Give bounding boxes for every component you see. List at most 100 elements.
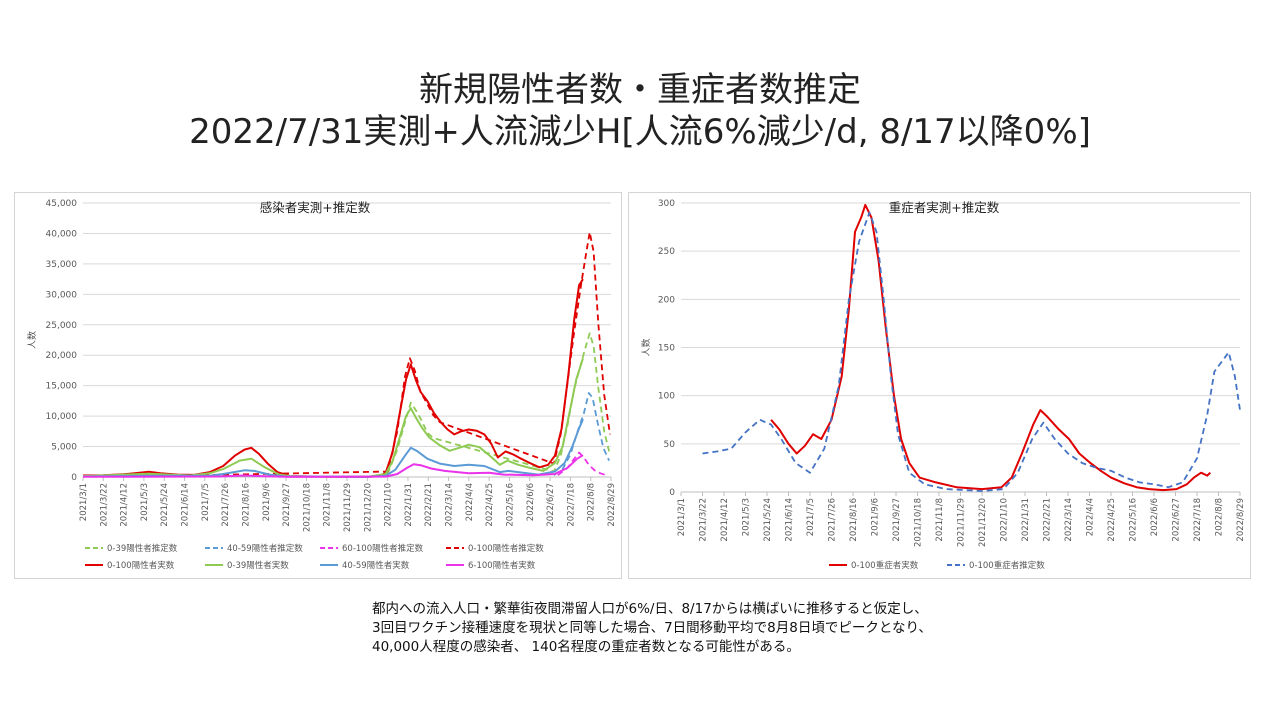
note-line: 3回目ワクチン接種速度を現状と同等した場合、7日間移動平均で8月8日頃でピークと… [372,620,932,636]
legend-label: 0-100重症者実数 [851,560,919,571]
x-tick-label: 2022/6/27 [1172,498,1182,542]
analysis-note: 都内への流入人口・繁華街夜間滞留人口が6%/日、8/17からは横ばいに推移すると… [372,600,1252,657]
x-tick-label: 2022/4/25 [485,483,495,527]
legend-label: 0-100重症者推定数 [969,560,1045,571]
x-tick-label: 2021/5/24 [763,498,773,542]
x-tick-label: 2021/8/16 [241,483,251,527]
page-subtitle: 2022/7/31実測+人流減少H[人流6%減少/d, 8/17以降0%] [189,112,1091,152]
y-tick-label: 30,000 [46,290,78,300]
x-tick-label: 2022/7/18 [566,483,576,527]
x-tick-label: 2022/1/31 [1021,498,1031,542]
series-line [770,203,1211,492]
chart-title: 重症者実測+推定数 [889,200,1000,215]
x-tick-label: 2021/11/8 [935,498,945,542]
x-tick-label: 2022/4/4 [465,483,475,521]
y-tick-label: 50 [664,440,676,450]
x-tick-label: 2022/5/16 [505,483,515,527]
y-axis-label: 人数 [26,331,38,349]
series-line [386,332,610,475]
x-tick-label: 2021/8/16 [849,498,859,542]
legend: 0-39陽性者推定数 40-59陽性者推定数 60-100陽性者推定数 0-100陽性… [85,543,544,571]
legend-label: 0-100陽性者推定数 [468,543,544,554]
series-line [82,454,584,478]
y-tick-label: 200 [658,295,675,305]
y-tick-label: 0 [669,488,675,498]
x-tick-label: 2022/1/10 [1000,498,1010,542]
x-tick-label: 2021/6/14 [785,498,795,542]
y-tick-label: 40,000 [46,229,78,239]
chart-title: 感染者実測+推定数 [260,200,371,215]
x-tick-label: 2021/11/29 [343,483,353,532]
x-tick-label: 2022/4/25 [1107,498,1117,542]
x-tick-label: 2022/8/8 [1215,498,1225,536]
legend-label: 60-100陽性者推定数 [342,543,424,554]
x-tick-label: 2021/11/8 [323,483,333,527]
y-tick-label: 35,000 [46,260,78,270]
severe-cases-chart: 0 50 100 150 200 250 300 2021/3/1 2021/3/22 2021/… [640,199,1246,571]
x-tick-label: 2022/6/27 [546,483,556,527]
x-tick-label: 2022/6/6 [1150,498,1160,536]
legend-label: 40-59陽性者実数 [342,560,410,571]
series-line [553,392,610,476]
x-tick-label: 2022/8/29 [607,483,617,527]
x-tick-label: 2021/7/26 [828,498,838,542]
gridlines [681,202,1240,493]
x-tick-label: 2021/3/22 [699,498,709,542]
x-tick-label: 2022/7/18 [1193,498,1203,542]
x-tick-label: 2021/9/6 [871,498,881,536]
x-tick-label: 2021/3/1 [79,483,89,521]
infections-chart: 0 5,000 10,000 15,000 20,000 25,000 30,000 35,0… [26,199,617,571]
x-tick-label: 2022/1/10 [384,483,394,527]
y-tick-label: 300 [658,199,675,209]
severe-cases-chart-panel: 0 50 100 150 200 250 300 2021/3/1 2021/3/22 2021/… [628,192,1251,579]
x-tick-label: 2021/7/5 [806,498,816,536]
series-line [82,278,584,478]
legend-label: 6-100陽性者実数 [468,560,536,571]
x-tick-label: 2022/1/31 [404,483,414,527]
x-tick-label: 2021/6/14 [181,483,191,527]
y-tick-label: 10,000 [46,412,78,422]
y-tick-label: 100 [658,392,675,402]
y-tick-label: 45,000 [46,199,78,209]
x-tick-label: 2021/3/22 [99,483,109,527]
legend-label: 0-39陽性者実数 [227,560,289,571]
x-tick-label: 2022/2/21 [424,483,434,527]
series-line [82,357,584,478]
x-tick-label: 2022/8/29 [1236,498,1246,542]
y-axis-label: 人数 [640,338,652,356]
x-tick-label: 2021/7/26 [221,483,231,527]
gridlines [83,202,611,478]
x-tick-label: 2021/11/29 [957,498,967,547]
x-tick-label: 2022/6/6 [526,483,536,521]
page-title: 新規陽性者数・重症者数推定 [419,70,861,110]
note-line: 都内への流入人口・繁華街夜間滞留人口が6%/日、8/17からは横ばいに推移すると… [372,601,928,617]
y-tick-label: 5,000 [51,443,77,453]
y-tick-label: 0 [71,473,77,483]
y-tick-label: 25,000 [46,321,78,331]
series-line [702,211,1241,492]
x-tick-label: 2021/12/20 [363,483,373,532]
y-tick-label: 150 [658,344,675,354]
legend-label: 0-39陽性者推定数 [107,543,178,554]
x-tick-label: 2021/5/3 [140,483,150,521]
x-tick-label: 2021/9/27 [282,483,292,527]
x-tick-label: 2021/10/18 [914,498,924,547]
series-line [82,231,611,477]
x-tick-label: 2021/3/1 [677,498,687,536]
x-tick-label: 2021/4/12 [720,498,730,542]
x-tick-label: 2022/8/8 [587,483,597,521]
x-tick-label: 2022/3/14 [1064,498,1074,542]
x-tick-label: 2021/7/5 [201,483,211,521]
x-tick-label: 2021/12/20 [978,498,988,547]
y-tick-label: 20,000 [46,351,78,361]
legend-label: 40-59陽性者推定数 [227,543,303,554]
infections-chart-panel: 0 5,000 10,000 15,000 20,000 25,000 30,000 35,0… [14,192,622,579]
x-tick-label: 2022/3/14 [445,483,455,527]
x-tick-label: 2021/9/6 [262,483,272,521]
x-tick-label: 2021/10/18 [302,483,312,532]
y-tick-label: 250 [658,247,675,257]
x-tick-label: 2021/9/27 [892,498,902,542]
x-tick-label: 2022/4/4 [1086,498,1096,536]
x-tick-label: 2021/5/3 [742,498,752,536]
x-tick-label: 2022/5/16 [1129,498,1139,542]
